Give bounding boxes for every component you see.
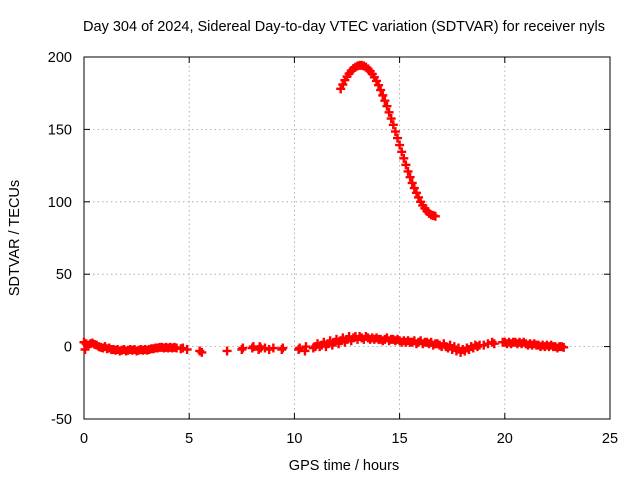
data-points <box>79 60 569 357</box>
data-point <box>411 188 421 198</box>
data-point <box>430 211 440 221</box>
data-point <box>390 127 400 137</box>
x-tick-label: 25 <box>602 431 618 447</box>
y-tick-label: 150 <box>48 122 72 138</box>
y-tick-label: 50 <box>56 267 72 283</box>
data-point <box>278 343 288 353</box>
data-point <box>260 343 270 353</box>
y-tick-label: -50 <box>51 412 72 428</box>
data-point <box>397 147 407 157</box>
data-point <box>401 160 411 170</box>
y-tick-label: 0 <box>64 340 72 356</box>
data-point <box>559 342 569 352</box>
data-point <box>264 344 274 354</box>
data-point <box>295 343 305 353</box>
y-tick-label: 100 <box>48 195 72 211</box>
data-point <box>378 90 388 100</box>
plot-frame <box>83 56 611 420</box>
y-tick-label: 200 <box>48 50 72 66</box>
x-tick-label: 5 <box>185 431 193 447</box>
data-point <box>384 107 394 117</box>
x-tick-label: 0 <box>80 431 88 447</box>
data-point <box>399 153 409 163</box>
data-point <box>268 343 278 353</box>
data-point <box>392 133 402 143</box>
data-point <box>301 342 311 352</box>
data-point <box>380 96 390 106</box>
data-point <box>222 346 232 356</box>
data-point <box>238 343 248 353</box>
data-point <box>178 343 188 353</box>
chart-title: Day 304 of 2024, Sidereal Day-to-day VTE… <box>83 19 605 35</box>
x-tick-label: 10 <box>286 431 302 447</box>
data-point <box>403 166 413 176</box>
axis-tick-labels: 0 5 10 15 20 25 -50 0 50 100 150 200 <box>48 50 618 447</box>
y-axis-label: SDTVAR / TECUs <box>7 180 23 296</box>
data-point <box>374 80 384 90</box>
data-point <box>182 344 192 354</box>
data-point <box>479 340 489 350</box>
data-point <box>489 339 499 349</box>
data-point <box>386 114 396 124</box>
data-point <box>395 140 405 150</box>
data-point <box>405 172 415 182</box>
data-point <box>388 120 398 130</box>
data-point <box>409 183 419 193</box>
data-point <box>376 85 386 95</box>
x-tick-label: 20 <box>497 431 513 447</box>
x-tick-label: 15 <box>392 431 408 447</box>
data-point <box>407 178 417 188</box>
grid-lines <box>84 57 610 419</box>
x-axis-label: GPS time / hours <box>289 458 399 474</box>
data-point <box>197 347 207 357</box>
data-point <box>382 101 392 111</box>
axis-ticks <box>83 56 611 420</box>
